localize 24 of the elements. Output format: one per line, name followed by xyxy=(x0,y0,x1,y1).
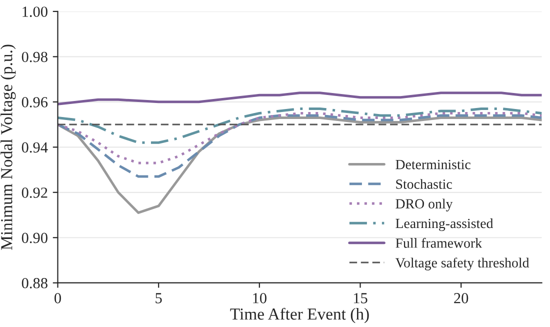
x-tick-label: 15 xyxy=(354,293,368,304)
x-tick-label: 20 xyxy=(454,293,468,304)
legend-label: Deterministic xyxy=(396,160,470,170)
x-tick-label: 0 xyxy=(54,293,61,304)
legend-label: Stochastic xyxy=(396,179,452,189)
legend-label: Learning-assisted xyxy=(396,218,494,232)
line-series xyxy=(58,92,542,106)
y-tick-label: 0.90 xyxy=(22,232,48,244)
x-tick-label: 10 xyxy=(253,293,266,304)
y-tick-label: 0.98 xyxy=(22,52,48,62)
y-tick-label: 0.92 xyxy=(22,188,48,198)
y-tick-label: 0.88 xyxy=(22,278,48,288)
x-tick-label: 5 xyxy=(156,293,162,304)
line-series xyxy=(58,116,542,214)
y-tick-label: 0.94 xyxy=(22,142,48,153)
line-series xyxy=(58,114,542,178)
legend-label: DRO only xyxy=(396,198,453,212)
x-axis-title: Time After Event (h) xyxy=(230,308,369,324)
legend-label: Voltage safety threshold xyxy=(395,258,530,270)
y-tick-label: 1.00 xyxy=(22,6,48,17)
legend-label: Full framework xyxy=(396,238,482,248)
line-series xyxy=(58,107,542,144)
y-axis-title: Minimum Nodal Voltage (p.u.) xyxy=(0,44,16,250)
y-tick-label: 0.96 xyxy=(22,97,48,108)
